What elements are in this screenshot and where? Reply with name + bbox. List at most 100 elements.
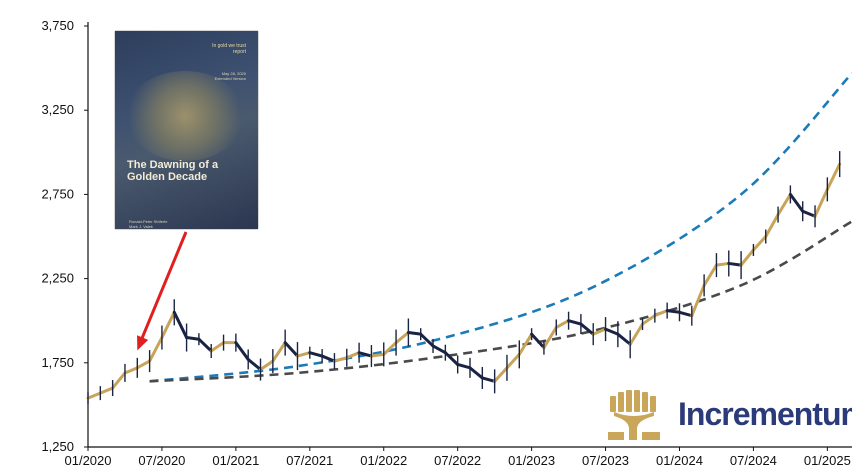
x-tick-label: 07/2020 bbox=[138, 453, 185, 468]
price-segment bbox=[160, 310, 176, 340]
x-tick-label: 01/2024 bbox=[656, 453, 703, 468]
x-tick-label: 07/2021 bbox=[286, 453, 333, 468]
price-segment bbox=[714, 261, 731, 267]
price-segment bbox=[825, 162, 842, 191]
cover-title: The Dawning of a Golden Decade bbox=[127, 159, 219, 183]
price-segment bbox=[234, 341, 250, 361]
cover-subtitle-line1: May 28, 2020 bbox=[221, 71, 246, 76]
cover-author-2: Mark J. Valek bbox=[129, 224, 153, 229]
price-segment bbox=[788, 192, 805, 213]
price-segment bbox=[246, 357, 263, 372]
price-segment bbox=[653, 309, 669, 318]
price-segment bbox=[801, 209, 817, 218]
price-segment bbox=[320, 354, 336, 363]
price-segment bbox=[739, 248, 755, 267]
price-segment bbox=[604, 327, 620, 336]
blue-trend-line bbox=[149, 72, 852, 383]
price-segment bbox=[111, 371, 127, 390]
price-segment bbox=[123, 366, 139, 375]
y-axis: 3,750 3,250 2,750 2,250 1,750 1,250 bbox=[41, 18, 89, 454]
trend-lines bbox=[149, 72, 852, 383]
annotation-arrow-head bbox=[137, 335, 149, 351]
price-segment bbox=[394, 330, 410, 345]
y-tick-label: 3,250 bbox=[41, 102, 74, 117]
x-tick-label: 07/2024 bbox=[730, 453, 777, 468]
price-segment bbox=[369, 352, 386, 358]
price-segment bbox=[456, 362, 472, 370]
price-segment bbox=[616, 332, 632, 346]
price-segment bbox=[357, 351, 373, 358]
price-segment bbox=[197, 337, 213, 353]
tree-logo-icon bbox=[608, 390, 660, 440]
price-segment bbox=[727, 261, 743, 267]
brand-logo: Incrementum bbox=[608, 388, 852, 442]
cover-author-1: Ronald-Peter Stöferle bbox=[129, 219, 168, 224]
x-tick-label: 01/2023 bbox=[508, 453, 555, 468]
price-segment bbox=[345, 351, 361, 360]
cover-publisher-line2: report bbox=[232, 49, 246, 55]
price-segment bbox=[406, 330, 423, 336]
price-segment bbox=[135, 359, 152, 370]
price-segment bbox=[702, 263, 718, 287]
annotation-arrow-line bbox=[138, 231, 188, 344]
price-segment bbox=[567, 319, 583, 326]
price-segment bbox=[443, 351, 460, 366]
price-segment bbox=[259, 359, 275, 372]
price-segment bbox=[98, 386, 115, 395]
price-series bbox=[86, 151, 842, 405]
price-segment bbox=[332, 356, 349, 363]
price-segment bbox=[480, 376, 497, 383]
price-segment bbox=[185, 336, 201, 341]
x-tick-label: 01/2020 bbox=[65, 453, 112, 468]
cover-authors: Ronald-Peter Stöferle Mark J. Valek bbox=[129, 219, 167, 229]
y-tick-label: 2,750 bbox=[41, 186, 74, 201]
price-segment bbox=[751, 235, 768, 252]
price-segment bbox=[419, 332, 435, 348]
y-tick-label: 3,750 bbox=[41, 18, 74, 33]
x-tick-label: 01/2021 bbox=[212, 453, 259, 468]
price-segment bbox=[628, 322, 645, 346]
price-segment bbox=[493, 366, 509, 383]
price-segment bbox=[764, 213, 780, 238]
cover-subtitle-line2: Extended Version bbox=[214, 76, 246, 81]
y-tick-label: 1,250 bbox=[41, 439, 74, 454]
price-segment bbox=[776, 192, 792, 217]
price-segment bbox=[641, 314, 657, 326]
price-segment bbox=[517, 332, 534, 356]
report-cover: In gold we trust report May 28, 2020 Ext… bbox=[115, 31, 258, 229]
price-segment bbox=[271, 341, 287, 363]
price-segment bbox=[209, 341, 226, 353]
x-tick-label: 07/2023 bbox=[582, 453, 629, 468]
x-axis: 01/2020 07/2020 01/2021 07/2021 01/2022 07/20… bbox=[65, 446, 852, 468]
y-tick-label: 2,250 bbox=[41, 271, 74, 286]
cover-publisher-line1: In gold we trust bbox=[212, 43, 246, 49]
price-segment bbox=[554, 319, 571, 329]
price-segment bbox=[283, 341, 299, 358]
price-segment bbox=[505, 352, 521, 370]
price-segment bbox=[813, 187, 829, 218]
price-segment bbox=[172, 310, 189, 340]
cover-image bbox=[125, 71, 245, 161]
annotations bbox=[137, 231, 188, 351]
price-segment bbox=[677, 310, 694, 318]
price-segment bbox=[148, 336, 164, 363]
price-segment bbox=[690, 283, 706, 318]
grey-trend-line bbox=[149, 220, 852, 383]
brand-name: Incrementum bbox=[678, 396, 852, 432]
x-tick-label: 01/2022 bbox=[360, 453, 407, 468]
price-segment bbox=[468, 366, 484, 380]
price-segment bbox=[382, 341, 398, 356]
price-segment bbox=[530, 332, 546, 350]
y-tick-label: 1,750 bbox=[41, 355, 74, 370]
price-segment bbox=[579, 322, 595, 336]
cover-publisher: In gold we trust report bbox=[212, 43, 246, 55]
x-tick-label: 01/2025 bbox=[804, 453, 851, 468]
price-segment bbox=[431, 344, 447, 355]
price-segment bbox=[86, 391, 102, 400]
price-segment bbox=[665, 309, 681, 314]
cover-subtitle: May 28, 2020 Extended Version bbox=[215, 71, 246, 81]
price-segment bbox=[308, 351, 324, 358]
price-segment bbox=[591, 327, 608, 336]
price-segment bbox=[542, 325, 558, 350]
